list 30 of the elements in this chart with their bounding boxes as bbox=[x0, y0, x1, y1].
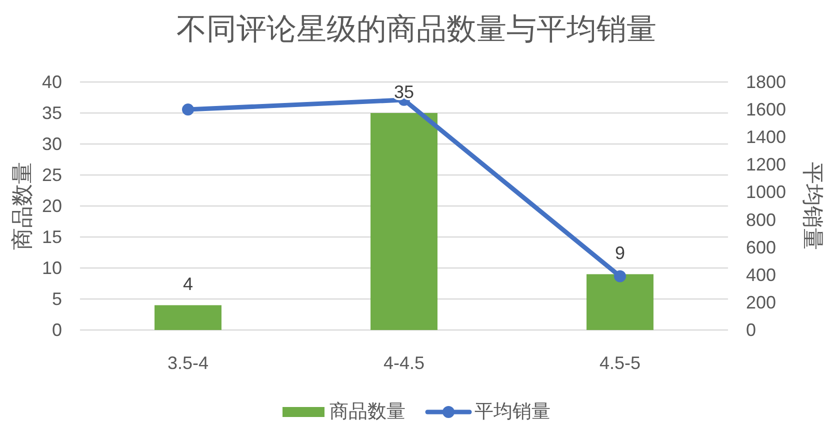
y2-tick-label: 1600 bbox=[746, 100, 786, 120]
y-tick-label: 20 bbox=[42, 196, 62, 216]
y2-tick-label: 600 bbox=[746, 237, 776, 258]
chart-title: 不同评论星级的商品数量与平均销量 bbox=[176, 13, 656, 46]
y-tick-label: 0 bbox=[52, 320, 62, 340]
y2-axis-title: 平均销量 bbox=[800, 162, 826, 250]
y2-tick-label: 1200 bbox=[746, 154, 786, 175]
y-tick-label: 35 bbox=[42, 103, 62, 123]
x-tick-label: 3.5-4 bbox=[167, 353, 209, 373]
data-label: 9 bbox=[614, 243, 626, 264]
y2-tick-label: 1800 bbox=[746, 72, 786, 92]
x-tick-label: 4-4.5 bbox=[383, 353, 425, 373]
legend-label: 平均销量 bbox=[474, 402, 550, 422]
data-label: 4 bbox=[182, 274, 194, 294]
data-label: 35 bbox=[394, 82, 414, 102]
y2-tick-label: 0 bbox=[746, 320, 756, 340]
y-tick-label: 10 bbox=[42, 258, 62, 278]
y-tick-label: 25 bbox=[42, 165, 62, 185]
y2-tick-label: 1000 bbox=[746, 182, 786, 202]
x-tick-label: 4.5-5 bbox=[599, 353, 641, 373]
y2-tick-label: 400 bbox=[746, 264, 776, 285]
y2-tick-label: 1400 bbox=[746, 127, 786, 148]
legend-label: 商品数量 bbox=[330, 400, 406, 422]
y-tick-label: 30 bbox=[42, 134, 62, 154]
y-tick-label: 40 bbox=[42, 72, 62, 92]
y2-tick-label: 800 bbox=[746, 210, 776, 230]
y-axis-title: 商品数量 bbox=[10, 162, 34, 250]
y-tick-label: 5 bbox=[52, 289, 62, 309]
y-tick-label: 15 bbox=[42, 227, 62, 247]
y2-tick-label: 200 bbox=[746, 292, 776, 312]
